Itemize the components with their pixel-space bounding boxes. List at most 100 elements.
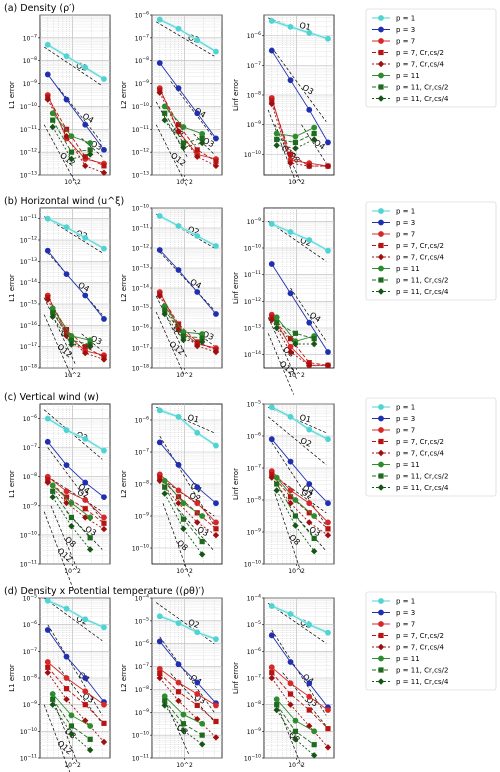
data-point [44, 669, 51, 676]
ref-line [50, 505, 78, 570]
chart-panel: 10−13 10−12 10−11 10−10 10−9 10−8 10−7 10−6 L2 e… [120, 11, 223, 187]
series-line [271, 100, 328, 167]
y-tick-label: 10−4 [135, 594, 149, 603]
legend-label: p = 11, Cr,cs/2 [396, 667, 448, 675]
chart-panel: 10−11 10−10 10−9 10−8 10−7 10−6 10−5 L1 error 10… [8, 594, 111, 772]
data-point [162, 307, 168, 313]
series-line [47, 297, 105, 358]
ref-line-label: O2 [188, 491, 202, 503]
data-point [63, 327, 70, 333]
ref-line [155, 124, 188, 187]
series-p7_cr4 [44, 296, 108, 363]
legend-entry: p = 11, Cr,cs/4 [372, 484, 449, 492]
legend-entry: p = 11, Cr,cs/2 [372, 84, 448, 92]
data-point [306, 693, 313, 700]
data-point [175, 128, 182, 135]
y-tick-label: 10−9 [23, 79, 37, 88]
legend-marker [378, 219, 384, 226]
data-point [287, 159, 294, 167]
series-p3 [156, 60, 219, 142]
legend-label: p = 7 [396, 427, 415, 435]
data-point [101, 520, 107, 526]
data-point [44, 627, 51, 633]
data-point [325, 726, 331, 732]
data-point [306, 481, 313, 487]
series-p1 [156, 407, 219, 449]
data-point [82, 64, 89, 71]
legend-label: p = 3 [396, 609, 415, 617]
y-tick-label: 10−8 [247, 700, 261, 709]
legend-label: p = 11, Cr,cs/2 [396, 473, 448, 481]
data-point [101, 316, 107, 322]
data-point [44, 659, 51, 665]
grid [264, 403, 334, 565]
data-point [274, 320, 280, 326]
series-line [47, 661, 105, 706]
data-point [287, 659, 294, 665]
data-point [213, 311, 219, 317]
data-point [180, 124, 187, 130]
data-point [101, 624, 107, 631]
chart-panel: 10−11 10−10 10−9 10−8 10−7 10−6 10−5 10−4 L2 err… [120, 594, 223, 769]
series-line [271, 666, 329, 711]
data-point [199, 720, 206, 727]
data-point [198, 139, 206, 147]
ref-line [267, 333, 295, 395]
series-line [159, 62, 217, 139]
series-p7_cr4 [268, 316, 332, 369]
data-point [306, 500, 313, 507]
series-line [47, 418, 105, 451]
data-point [86, 746, 94, 754]
series-p1 [268, 221, 331, 254]
data-point [213, 442, 219, 449]
series-line [159, 409, 217, 446]
data-point [156, 60, 163, 66]
series-line [271, 438, 329, 504]
data-point [180, 721, 187, 727]
ref-line [47, 476, 103, 512]
data-point [49, 701, 56, 708]
data-point [306, 510, 312, 516]
data-point [82, 154, 88, 160]
series-p11_cr2 [50, 696, 93, 742]
ref-line [43, 124, 78, 187]
data-point [175, 500, 182, 507]
data-point [161, 490, 168, 497]
series-p11 [161, 303, 206, 337]
data-point [68, 522, 75, 530]
data-point [311, 535, 317, 541]
data-point [101, 245, 107, 252]
ref-line [178, 509, 215, 552]
y-tick-label: 10−12 [20, 236, 37, 245]
data-point [311, 124, 318, 131]
data-point [161, 702, 168, 709]
data-point [325, 436, 331, 443]
data-point [161, 103, 168, 110]
series-line [47, 672, 105, 743]
data-point [161, 310, 168, 318]
data-point [156, 638, 163, 645]
data-point [63, 427, 70, 434]
data-point [175, 326, 182, 334]
data-point [175, 461, 182, 468]
legend-box [365, 8, 497, 108]
y-tick-label: 10−5 [23, 594, 37, 603]
y-tick-label: 10−18 [132, 364, 149, 373]
series-line [271, 605, 329, 634]
legend: p = 1 p = 3 p = 7 p = 7, Cr,cs/2 p = 7, Cr,c… [365, 8, 497, 108]
y-tick-label: 10−10 [132, 544, 149, 553]
data-point [287, 458, 294, 465]
data-point [68, 723, 75, 729]
data-point [212, 348, 220, 356]
legend-marker [377, 484, 385, 491]
chart-row: (a) Density (ρ′) 10−13 10−12 10−11 10−10 10−9… [4, 3, 497, 187]
y-tick-label: 10−7 [135, 33, 149, 42]
series-line [271, 677, 329, 748]
series-line [271, 635, 329, 708]
x-tick-label: 10^2 [64, 372, 81, 379]
data-point [63, 53, 70, 60]
series-p1 [44, 597, 107, 631]
data-point [68, 133, 75, 140]
data-point [213, 636, 219, 643]
